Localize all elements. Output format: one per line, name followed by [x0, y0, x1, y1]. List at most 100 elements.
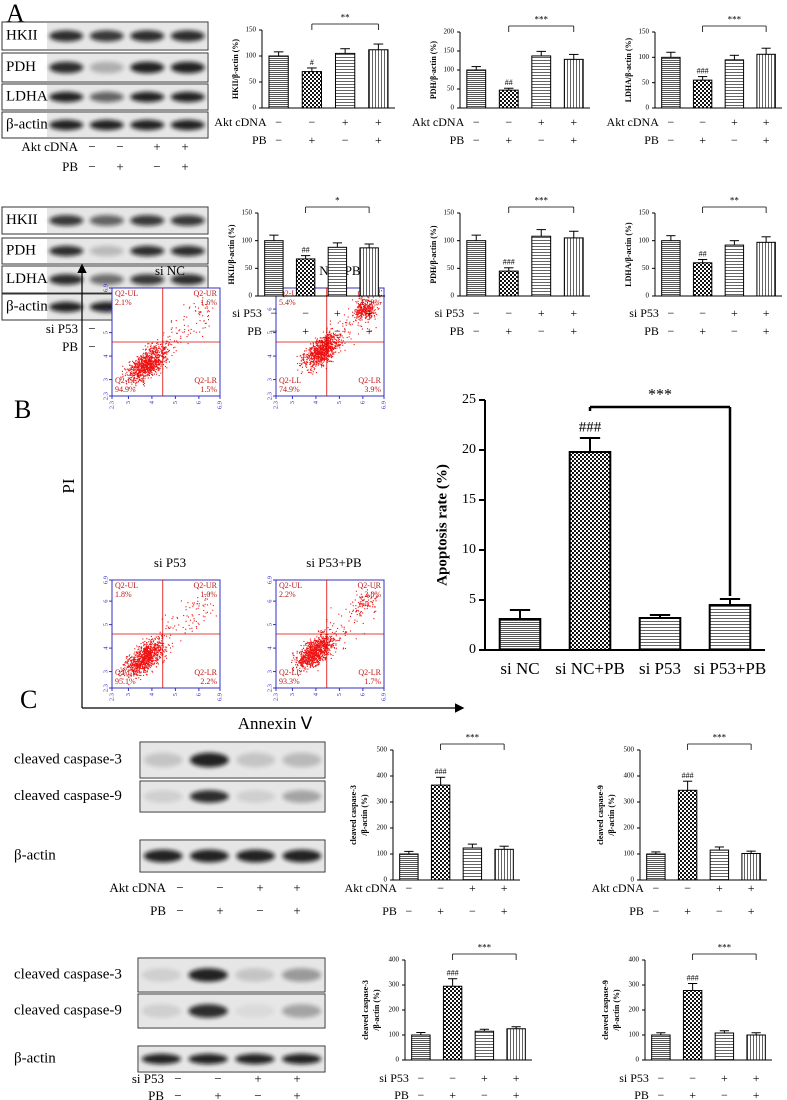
event-dot: [158, 655, 160, 657]
x-tick-label: si NC+PB: [555, 659, 625, 678]
event-dot: [136, 673, 138, 675]
event-dot: [339, 333, 341, 335]
event-dot: [296, 666, 298, 668]
event-dot: [308, 357, 310, 359]
event-dot: [197, 600, 199, 602]
event-dot: [316, 655, 318, 657]
event-dot: [322, 645, 324, 647]
event-dot: [317, 641, 319, 643]
event-dot: [333, 336, 335, 338]
event-dot: [140, 362, 142, 364]
event-dot: [339, 639, 341, 641]
error-bar: [269, 234, 279, 241]
event-dot: [362, 599, 364, 601]
y-tick-label: 100: [444, 236, 455, 244]
event-dot: [161, 350, 163, 352]
event-dot: [168, 361, 170, 363]
event-dot: [317, 630, 319, 632]
bar: [651, 1034, 671, 1061]
event-dot: [311, 651, 313, 653]
event-dot: [335, 342, 337, 344]
event-dot: [335, 345, 337, 347]
y-tick-label: 6.9: [102, 576, 109, 584]
event-dot: [305, 363, 307, 365]
event-dot: [165, 655, 167, 657]
condition-sign: +: [181, 139, 188, 154]
event-dot: [189, 619, 191, 621]
event-dot: [208, 311, 210, 313]
event-dot: [143, 670, 145, 672]
event-dot: [165, 340, 167, 342]
event-dot: [359, 304, 361, 306]
event-dot: [193, 602, 195, 604]
event-dot: [132, 360, 134, 362]
event-dot: [155, 660, 157, 662]
condition-sign: −: [176, 903, 183, 918]
event-dot: [131, 371, 133, 373]
event-dot: [305, 350, 307, 352]
event-dot: [301, 658, 303, 660]
event-dot: [161, 343, 163, 345]
event-dot: [149, 654, 151, 656]
event-dot: [164, 352, 166, 354]
event-dot: [137, 367, 139, 369]
event-dot: [135, 385, 137, 387]
event-dot: [301, 371, 303, 373]
event-dot: [138, 654, 140, 656]
event-dot: [150, 370, 152, 372]
event-dot: [141, 364, 143, 366]
event-dot: [135, 359, 137, 361]
event-dot: [147, 363, 149, 365]
event-dot: [154, 643, 156, 645]
event-dot: [133, 657, 135, 659]
event-dot: [332, 346, 334, 348]
event-dot: [332, 332, 334, 334]
event-dot: [315, 343, 317, 345]
event-dot: [127, 379, 129, 381]
event-dot: [171, 354, 173, 356]
y-tick-label: 50: [447, 85, 455, 93]
event-dot: [144, 669, 146, 671]
event-dot: [319, 656, 321, 658]
event-dot: [150, 348, 152, 350]
event-dot: [138, 371, 140, 373]
event-dot: [207, 316, 209, 318]
event-dot: [344, 349, 346, 351]
event-dot: [344, 647, 346, 649]
event-dot: [161, 351, 163, 353]
error-bar: [471, 234, 481, 241]
event-dot: [197, 607, 199, 609]
event-dot: [296, 652, 298, 654]
event-dot: [136, 662, 138, 664]
event-dot: [317, 355, 319, 357]
event-dot: [297, 369, 299, 371]
event-dot: [140, 364, 142, 366]
event-dot: [149, 358, 151, 360]
event-dot: [316, 649, 318, 651]
event-dot: [311, 652, 313, 654]
event-dot: [307, 369, 309, 371]
event-dot: [152, 658, 154, 660]
event-dot: [344, 329, 346, 331]
condition-sign: −: [88, 321, 95, 336]
event-dot: [366, 313, 368, 315]
event-dot: [215, 615, 217, 617]
event-dot: [160, 640, 162, 642]
event-dot: [157, 364, 159, 366]
event-dot: [314, 638, 316, 640]
event-dot: [370, 300, 372, 302]
error-bar: [536, 50, 546, 56]
x-tick-label: 3: [289, 693, 296, 696]
event-dot: [151, 373, 153, 375]
event-dot: [296, 659, 298, 661]
event-dot: [330, 360, 332, 362]
event-dot: [141, 360, 143, 362]
blot-band: [188, 1053, 228, 1065]
event-dot: [137, 372, 139, 374]
event-dot: [314, 355, 316, 357]
event-dot: [121, 670, 123, 672]
event-dot: [132, 659, 134, 661]
event-dot: [305, 653, 307, 655]
event-dot: [323, 348, 325, 350]
